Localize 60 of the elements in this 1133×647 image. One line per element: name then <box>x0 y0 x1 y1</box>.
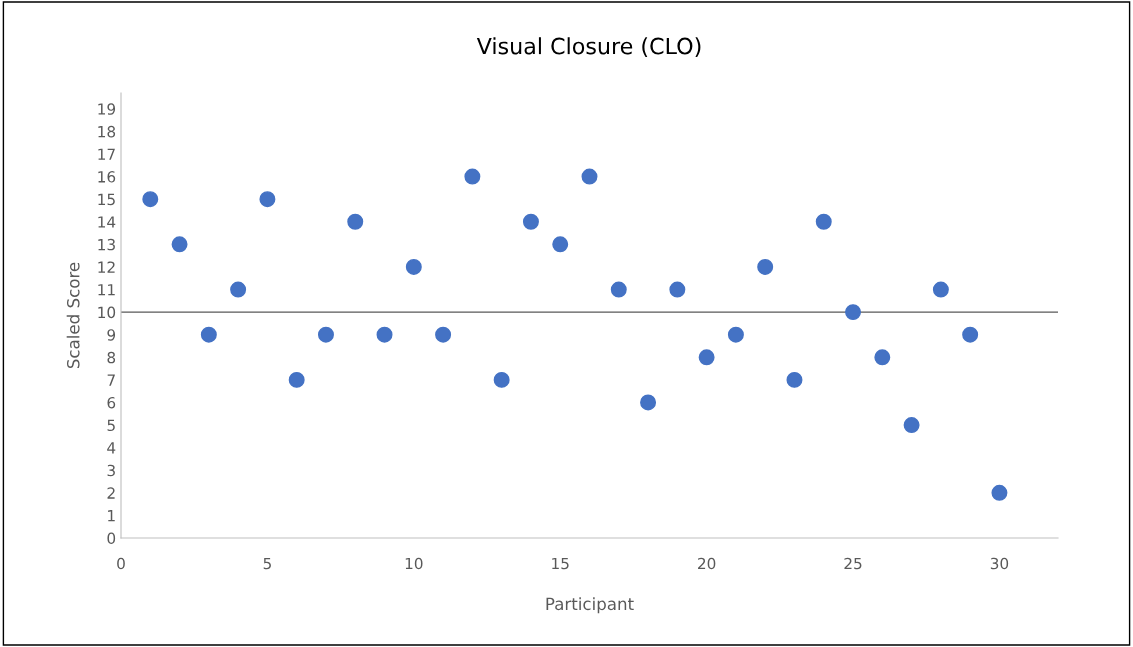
x-tick-label: 15 <box>552 557 569 570</box>
point <box>786 371 803 388</box>
y-axis-title: Scaled Score <box>66 262 80 369</box>
point <box>317 326 334 343</box>
x-tick-label: 25 <box>844 557 862 570</box>
point <box>698 349 715 366</box>
chart-title: Visual Closure (CLO) <box>476 37 701 58</box>
y-tick-label: 10 <box>98 306 116 319</box>
y-tick-label: 19 <box>98 103 116 115</box>
y-tick-label: 12 <box>98 261 115 273</box>
point <box>200 326 217 343</box>
y-tick-label: 15 <box>98 193 115 206</box>
y-tick-label: 3 <box>107 464 115 477</box>
y-tick-label: 1 <box>108 510 115 522</box>
point <box>727 326 744 343</box>
point <box>435 326 452 343</box>
point <box>347 213 364 230</box>
x-tick-label: 0 <box>117 557 125 570</box>
point <box>171 236 188 253</box>
point <box>464 168 481 185</box>
point <box>874 349 891 366</box>
y-tick-label: 9 <box>107 329 116 341</box>
point <box>259 191 276 208</box>
point <box>757 258 774 275</box>
y-tick-label: 0 <box>107 532 116 545</box>
point <box>493 371 510 388</box>
point <box>376 326 393 343</box>
point <box>288 371 305 388</box>
x-tick-label: 10 <box>405 557 423 570</box>
point <box>230 281 247 298</box>
x-axis-title: Participant <box>546 597 634 614</box>
point <box>669 281 686 298</box>
point <box>991 484 1008 501</box>
point <box>522 213 539 230</box>
point <box>640 394 657 411</box>
y-tick-label: 6 <box>107 396 116 409</box>
y-tick-label: 14 <box>98 216 116 228</box>
point <box>962 326 979 343</box>
y-tick-label: 16 <box>98 171 116 183</box>
point <box>581 168 598 185</box>
y-tick-label: 4 <box>107 442 116 454</box>
point <box>405 258 422 275</box>
y-tick-label: 2 <box>107 487 115 499</box>
point <box>552 236 569 253</box>
y-tick-label: 18 <box>98 125 116 138</box>
y-tick-label: 8 <box>107 351 116 364</box>
point <box>845 304 862 321</box>
point <box>903 417 920 434</box>
y-tick-label: 11 <box>98 284 115 296</box>
point <box>815 213 832 230</box>
point <box>932 281 949 298</box>
y-tick-label: 7 <box>107 374 115 386</box>
y-tick-label: 17 <box>98 148 115 160</box>
point <box>610 281 627 298</box>
x-tick-label: 30 <box>990 557 1009 570</box>
x-tick-label: 5 <box>263 557 271 570</box>
point <box>142 191 159 208</box>
y-tick-label: 13 <box>98 238 115 251</box>
y-tick-label: 5 <box>107 419 115 432</box>
x-tick-label: 20 <box>698 557 716 570</box>
